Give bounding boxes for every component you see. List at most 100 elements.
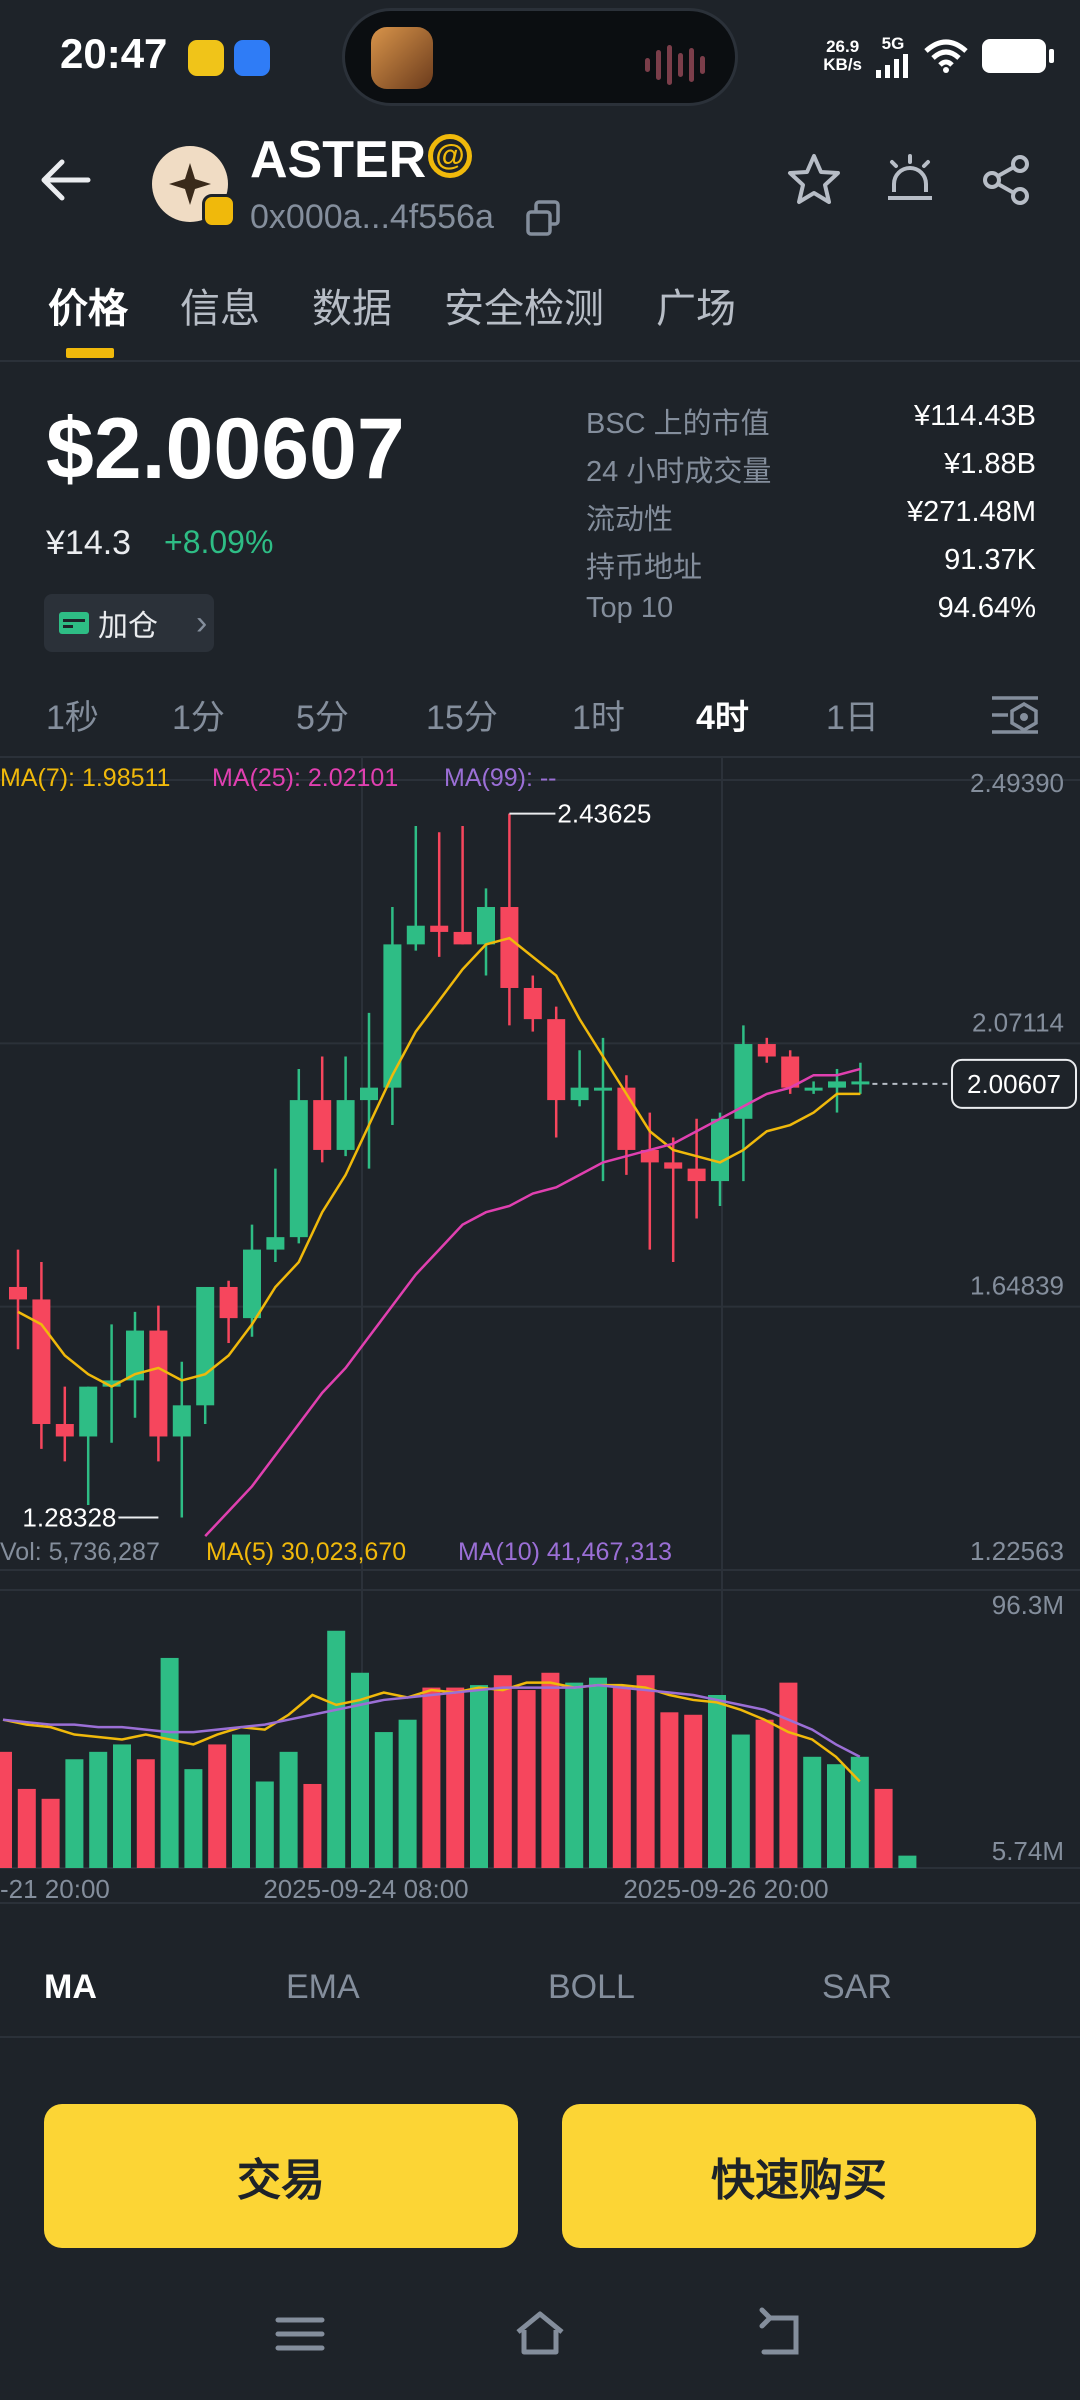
candle-body	[617, 1087, 636, 1150]
candlestick-chart[interactable]: MA(7): 1.98511 MA(25): 2.02101 MA(99): -- 2…	[0, 758, 1080, 1898]
volume-bar	[89, 1751, 108, 1868]
divider	[0, 756, 1080, 758]
copy-icon[interactable]	[524, 198, 564, 238]
current-price-tag	[951, 1058, 1077, 1109]
volume-bar	[184, 1769, 203, 1868]
volume-bar	[17, 1788, 36, 1868]
dynamic-island[interactable]	[342, 8, 738, 106]
stat-row: 24 小时成交量 ¥1.88B	[586, 448, 1036, 488]
candle-body	[781, 1056, 800, 1088]
stat-row: 流动性 ¥271.48M	[586, 496, 1036, 536]
volume-bar	[731, 1734, 750, 1868]
wifi-icon	[924, 39, 968, 73]
candle-body	[828, 1081, 846, 1088]
vol-ma5-legend: MA(5) 30,023,670	[206, 1538, 406, 1566]
interval-selector: 1秒 1分 5分 15分 1时 4时 1日	[0, 690, 1080, 738]
volume-bar	[850, 1756, 869, 1868]
vol-legend: Vol: 5,736,287	[0, 1538, 160, 1566]
candle-body	[196, 1286, 215, 1406]
candle-body	[570, 1087, 589, 1101]
interval-1s[interactable]: 1秒	[46, 699, 99, 737]
indicator-tab-sar[interactable]: SAR	[822, 1968, 892, 2006]
tab-data[interactable]: 数据	[312, 287, 392, 331]
volume-bar	[327, 1630, 346, 1868]
tab-security[interactable]: 安全检测	[444, 287, 604, 331]
volume-bar	[755, 1719, 774, 1868]
ma7-line	[17, 936, 861, 1389]
candle-body	[102, 1380, 121, 1387]
quick-buy-button[interactable]: 快速购买	[562, 2104, 1036, 2248]
interval-1h[interactable]: 1时	[572, 699, 625, 737]
stat-row: BSC 上的市值 ¥114.43B	[586, 400, 1036, 440]
back-nav-icon[interactable]	[752, 2306, 808, 2362]
net-speed: 26.9 KB/s	[823, 37, 862, 74]
ma99-legend: MA(99): --	[444, 764, 557, 792]
chevron-right-icon[interactable]: ›	[196, 604, 208, 642]
candle-body	[219, 1286, 238, 1319]
token-name: ASTER	[250, 131, 427, 189]
ma7-legend: MA(7): 1.98511	[0, 764, 170, 792]
high-label: 2.43625	[557, 799, 651, 829]
candle-body	[149, 1330, 168, 1437]
signal-icon: 5G	[876, 34, 910, 78]
tab-square[interactable]: 广场	[656, 287, 736, 331]
candle-body	[500, 907, 519, 988]
indicator-tab-boll[interactable]: BOLL	[548, 1968, 635, 2006]
candle-body	[734, 1044, 753, 1119]
indicator-tab-ma[interactable]: MA	[44, 1968, 97, 2006]
volume-bar	[779, 1682, 798, 1868]
at-badge-icon[interactable]: @	[428, 134, 472, 178]
vol-axis-label: 96.3M	[992, 1590, 1064, 1620]
volume-bar	[803, 1756, 822, 1868]
star-icon[interactable]	[784, 150, 844, 210]
volume-bar	[136, 1759, 155, 1868]
price-axis-label: 2.49390	[970, 768, 1064, 798]
tab-info[interactable]: 信息	[180, 287, 260, 331]
audio-wave-icon	[645, 45, 705, 85]
vol-ma10-line	[2, 1683, 861, 1758]
divider	[0, 1902, 1080, 1904]
back-arrow-icon[interactable]	[36, 150, 96, 210]
home-icon[interactable]	[512, 2306, 568, 2362]
volume-bar	[0, 1751, 12, 1868]
interval-5m[interactable]: 5分	[296, 699, 349, 737]
candle-body	[266, 1237, 285, 1250]
interval-1d[interactable]: 1日	[826, 699, 879, 737]
low-label: 1.28328	[22, 1502, 116, 1532]
tab-price[interactable]: 价格	[48, 287, 128, 331]
candle-body	[594, 1087, 612, 1091]
candle-body	[640, 1149, 659, 1163]
chart-settings-icon[interactable]	[990, 692, 1040, 738]
candle-body	[172, 1405, 191, 1437]
menu-icon[interactable]	[272, 2306, 328, 2362]
share-icon[interactable]	[976, 150, 1036, 210]
volume-bar	[827, 1764, 845, 1868]
volume-bar	[160, 1657, 179, 1868]
price-change: +8.09%	[164, 524, 274, 560]
candle-body	[360, 1087, 378, 1101]
contract-address[interactable]: 0x000a...4f556a	[250, 198, 494, 236]
candle-body	[336, 1100, 355, 1150]
volume-bar	[541, 1672, 560, 1868]
volume-bar	[422, 1687, 441, 1868]
volume-bar	[636, 1675, 655, 1868]
interval-1m[interactable]: 1分	[172, 699, 225, 737]
interval-4h[interactable]: 4时	[696, 699, 749, 737]
add-position-button[interactable]: 加仓	[44, 594, 214, 652]
token-logo	[152, 146, 228, 222]
chain-badge-icon	[202, 194, 236, 228]
candle-body	[313, 1100, 332, 1150]
price-cny: ¥14.3	[46, 524, 132, 562]
divider	[0, 2036, 1080, 2038]
candle-body	[79, 1386, 98, 1437]
interval-15m[interactable]: 15分	[426, 699, 498, 737]
indicator-tab-ema[interactable]: EMA	[286, 1968, 360, 2006]
volume-bar	[493, 1675, 512, 1868]
price-axis-label: 2.07114	[972, 1007, 1064, 1037]
stat-row: Top 10 94.64%	[586, 592, 1036, 624]
volume-bar	[255, 1781, 274, 1868]
price-alert-icon[interactable]	[880, 150, 940, 210]
volume-bar	[565, 1682, 584, 1868]
app-notification-icon	[234, 40, 270, 76]
trade-button[interactable]: 交易	[44, 2104, 518, 2248]
